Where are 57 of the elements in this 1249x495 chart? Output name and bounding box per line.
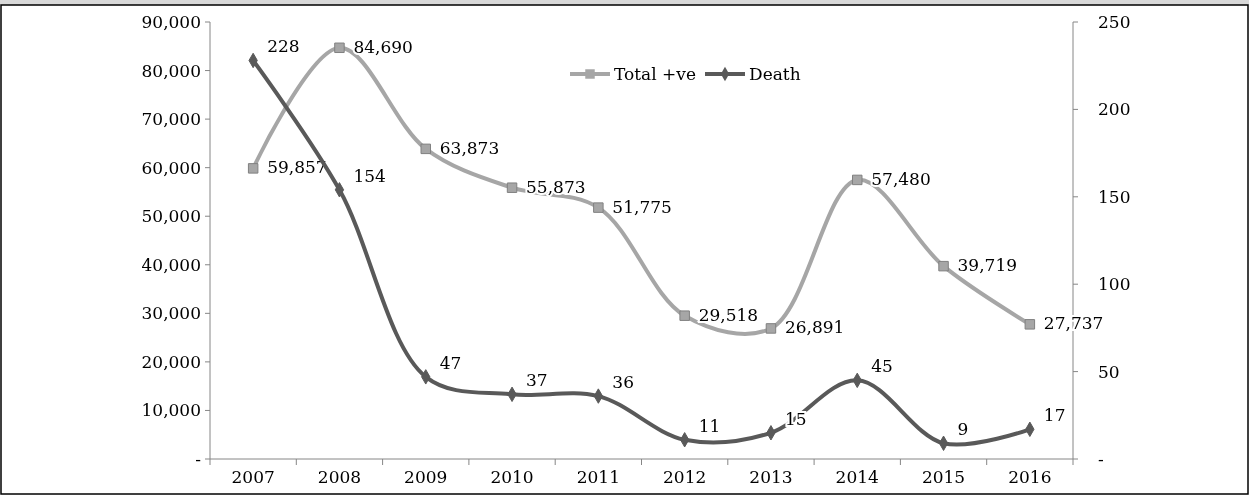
y-tick-label: 70,000	[141, 109, 201, 130]
point	[247, 163, 259, 174]
point	[506, 182, 518, 193]
data-label: 228	[267, 36, 300, 57]
y-tick-label: 80,000	[141, 60, 201, 81]
point	[1024, 319, 1036, 330]
legend-label: Death	[749, 64, 801, 84]
x-tick-label: 2014	[835, 467, 879, 487]
point	[420, 143, 431, 155]
point	[679, 310, 690, 321]
data-label: 37	[526, 370, 548, 391]
point	[938, 260, 949, 272]
y2-tick-label: 50	[1098, 361, 1120, 382]
y-tick-label: 50,000	[141, 206, 201, 227]
x-tick-label: 2016	[1008, 467, 1052, 487]
data-label: 63,873	[439, 137, 500, 158]
y-tick-label: 10,000	[141, 400, 201, 421]
y-tick-label: 30,000	[141, 303, 201, 324]
x-tick-label: 2007	[231, 467, 275, 487]
y-tick-label: 40,000	[141, 254, 201, 275]
x-tick-label: 2012	[663, 467, 707, 487]
y-tick-label: -	[195, 449, 201, 469]
data-label: 154	[353, 165, 386, 186]
x-tick-label: 2009	[404, 467, 448, 487]
legend-label: Total +ve	[614, 64, 696, 84]
data-label: 29,518	[698, 304, 759, 325]
point	[593, 202, 604, 213]
x-tick-label: 2008	[317, 467, 362, 487]
y-tick-label: 60,000	[141, 157, 201, 178]
point	[765, 323, 777, 334]
y2-tick-label: 250	[1098, 12, 1131, 32]
data-label: 9	[957, 419, 969, 440]
data-label: 55,873	[526, 176, 586, 197]
data-label: 47	[439, 352, 462, 373]
y2-tick-label: 200	[1098, 99, 1131, 120]
data-label: 39,719	[957, 255, 1018, 276]
point	[334, 42, 345, 54]
data-label: 11	[698, 415, 721, 436]
data-label: 84,690	[353, 36, 413, 57]
data-label: 17	[1043, 405, 1066, 426]
y2-tick-label: -	[1098, 449, 1104, 469]
y2-tick-label: 100	[1098, 274, 1131, 295]
y-tick-label: 20,000	[141, 351, 201, 372]
data-label: 45	[871, 356, 893, 377]
x-tick-label: 2013	[749, 467, 793, 487]
data-label: 27,737	[1043, 313, 1104, 334]
data-label: 26,891	[784, 317, 845, 338]
data-label: 59,857	[267, 157, 327, 178]
x-tick-label: 2015	[921, 467, 966, 487]
x-tick-label: 2011	[576, 467, 620, 487]
y-tick-label: 90,000	[141, 12, 201, 32]
point	[852, 174, 863, 186]
x-tick-label: 2010	[490, 467, 534, 487]
data-label: 57,480	[871, 168, 931, 189]
data-label: 36	[612, 372, 634, 393]
y2-tick-label: 150	[1098, 186, 1131, 207]
data-label: 51,775	[612, 196, 672, 217]
